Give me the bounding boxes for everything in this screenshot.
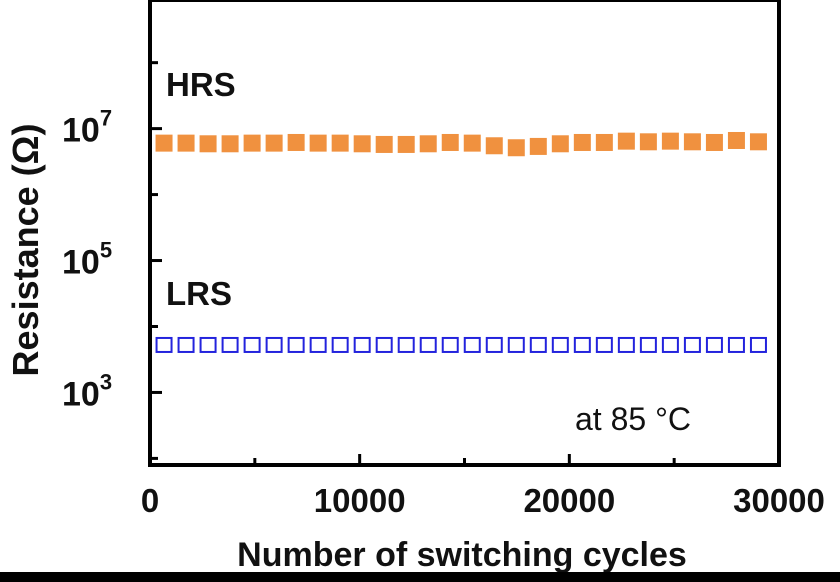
y-tick-label: 107 <box>62 106 112 150</box>
hrs-point <box>617 132 635 150</box>
hrs-point <box>243 134 261 152</box>
series-label-hrs: HRS <box>166 66 236 103</box>
hrs-point <box>397 135 415 153</box>
lrs-point <box>617 336 635 353</box>
temperature-annotation: at 85 °C <box>575 401 691 437</box>
x-tick-label: 10000 <box>314 482 406 519</box>
hrs-point <box>595 133 613 151</box>
plot-marks <box>155 131 767 353</box>
lrs-point <box>749 336 767 353</box>
hrs-point <box>749 133 767 151</box>
plot-frame <box>148 0 781 467</box>
lrs-point <box>375 336 393 353</box>
y-tick-label: 105 <box>62 238 112 282</box>
lrs-point <box>265 336 283 353</box>
lrs-point <box>595 336 613 353</box>
x-tick-label: 20000 <box>523 482 615 519</box>
lrs-point <box>243 336 261 353</box>
y-axis-label: Resistance (Ω) <box>5 124 46 377</box>
hrs-point <box>265 134 283 152</box>
hrs-point <box>155 134 173 152</box>
lrs-point <box>551 336 569 353</box>
hrs-point <box>309 134 327 152</box>
hrs-point <box>683 133 701 151</box>
x-axis-label: Number of switching cycles <box>237 536 687 574</box>
lrs-point <box>639 336 657 353</box>
lrs-point <box>683 336 701 353</box>
hrs-point <box>639 133 657 151</box>
lrs-point <box>419 336 437 353</box>
lrs-point <box>155 336 173 353</box>
hrs-point <box>661 132 679 150</box>
hrs-point <box>551 135 569 153</box>
lrs-point <box>727 336 745 353</box>
hrs-point <box>353 135 371 153</box>
lrs-point <box>661 336 679 353</box>
lrs-point <box>177 336 195 353</box>
lrs-point <box>573 336 591 353</box>
hrs-point <box>441 133 459 151</box>
lrs-point <box>397 336 415 353</box>
hrs-point <box>507 139 525 157</box>
lrs-point <box>221 336 239 353</box>
lrs-point <box>463 336 481 353</box>
bottom-border <box>0 572 840 582</box>
lrs-point <box>353 336 371 353</box>
axes: 0 10000 20000 30000 103 105 107 <box>62 61 825 519</box>
lrs-point <box>705 336 723 353</box>
hrs-point <box>705 133 723 151</box>
hrs-point <box>287 133 305 151</box>
hrs-point <box>485 137 503 155</box>
x-tick-label: 30000 <box>733 482 825 519</box>
hrs-point <box>419 135 437 153</box>
lrs-point <box>507 336 525 353</box>
hrs-point <box>463 134 481 152</box>
hrs-point <box>573 133 591 151</box>
series-label-lrs: LRS <box>166 275 232 312</box>
hrs-point <box>177 134 195 152</box>
y-tick-label: 103 <box>62 369 112 413</box>
x-tick-label: 0 <box>141 482 159 519</box>
hrs-point <box>375 135 393 153</box>
hrs-point <box>199 135 217 153</box>
lrs-point <box>331 336 349 353</box>
hrs-point <box>529 137 547 155</box>
lrs-point <box>529 336 547 353</box>
lrs-point <box>309 336 327 353</box>
lrs-point <box>485 336 503 353</box>
lrs-point <box>441 336 459 353</box>
hrs-point <box>221 135 239 153</box>
lrs-point <box>287 336 305 353</box>
lrs-point <box>199 336 217 353</box>
hrs-point <box>727 131 745 149</box>
hrs-point <box>331 134 349 152</box>
